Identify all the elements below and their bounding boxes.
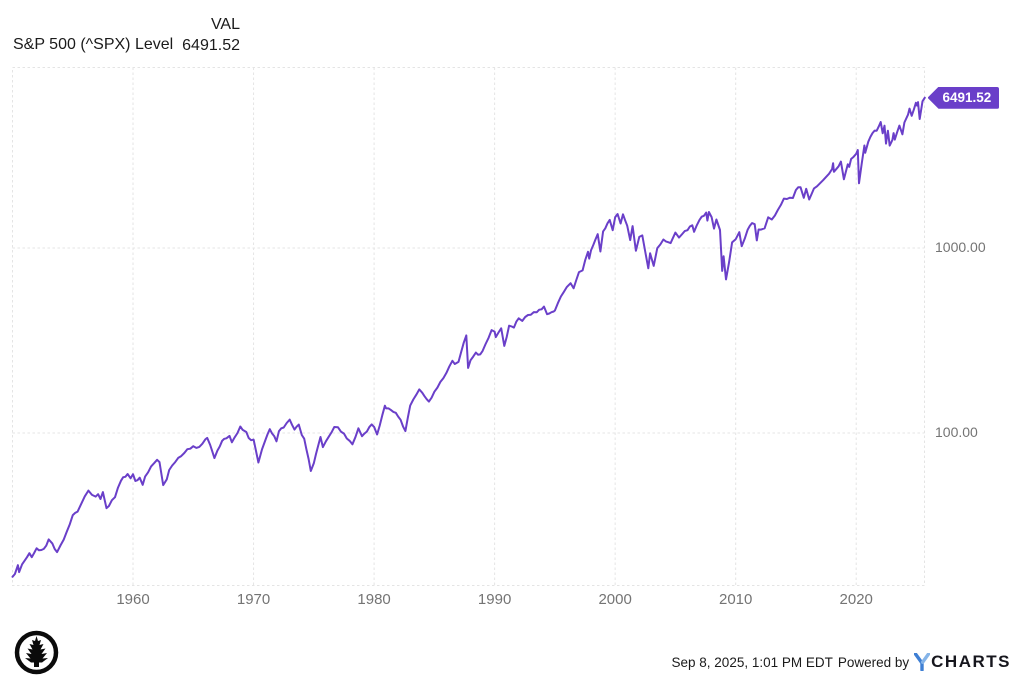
pine-tree-logo-icon <box>14 630 59 675</box>
powered-by-label: Powered by <box>837 654 910 670</box>
x-tick-label: 1970 <box>236 591 271 608</box>
x-tick-label: 2020 <box>839 591 873 608</box>
spx-price-line <box>11 96 926 578</box>
attribution-bar: Sep 8, 2025, 1:01 PM EDT Powered by CHAR… <box>672 652 1011 672</box>
last-value-badge-label: 6491.52 <box>942 89 992 105</box>
x-tick-label: 1960 <box>116 591 150 608</box>
x-tick-label: 1990 <box>477 591 512 608</box>
y-tick-label: 1000.00 <box>935 239 986 255</box>
ycharts-y-icon <box>914 653 931 671</box>
ycharts-wordmark: CHARTS <box>931 652 1011 671</box>
y-tick-label: 100.00 <box>935 424 978 440</box>
x-tick-label: 2000 <box>598 591 632 608</box>
chart-title: S&P 500 (^SPX) Level <box>13 36 174 53</box>
ycharts-logo[interactable]: CHARTS <box>914 652 1011 672</box>
x-tick-label: 2010 <box>718 591 753 608</box>
current-value: 6491.52 <box>182 37 240 54</box>
timestamp: Sep 8, 2025, 1:01 PM EDT <box>671 654 833 670</box>
value-column-header: VAL <box>210 16 240 33</box>
last-value-badge[interactable]: 6491.52 <box>927 86 1000 109</box>
x-tick-label: 1980 <box>357 591 391 608</box>
value-column: VAL 6491.52 <box>0 16 240 55</box>
